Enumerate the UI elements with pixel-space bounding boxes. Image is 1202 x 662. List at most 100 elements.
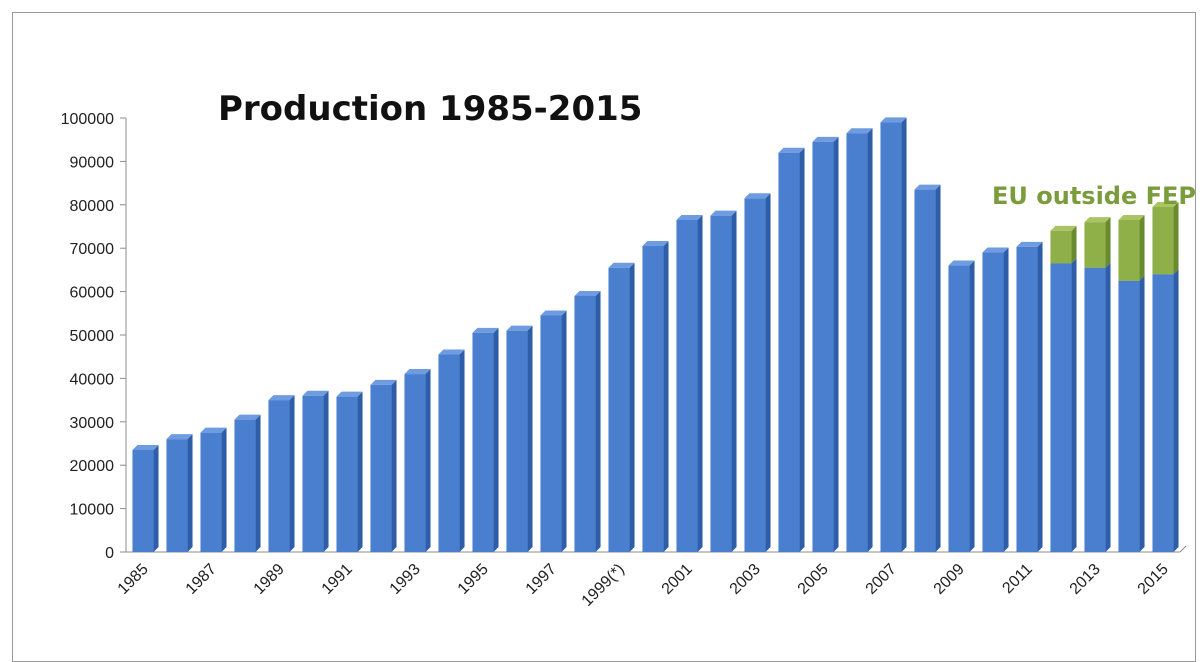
bar-side [935,184,941,553]
bar-side [561,310,567,552]
bar-side [425,369,431,552]
bar-top [1152,201,1179,207]
bar-side [595,290,601,552]
bar-top [574,290,601,296]
bar-top [268,395,295,401]
chart-title: Production 1985-2015 [218,89,642,129]
y-tick-label: 10000 [70,502,115,519]
bar-top [1084,217,1111,223]
bar-side [1173,269,1179,552]
y-axis: 0 10000 20000 30000 40000 50000 60000 70000 8000… [61,111,127,562]
x-tick-label: 2003 [727,561,764,598]
bar-side [357,391,363,552]
bar-top [540,310,567,316]
bar-side [187,434,193,552]
bar-production [1050,263,1072,552]
bar-production [404,374,426,552]
bar-side [799,147,805,552]
x-tick-label: 1997 [523,561,560,598]
x-tick-label: 1995 [455,561,492,598]
bars [132,117,1179,553]
bar-production [268,400,290,552]
bar-top [200,427,227,433]
bar-production [132,450,154,552]
x-tick-label: 1993 [387,561,424,598]
x-tick-label: 1987 [183,561,220,598]
bar-side [629,262,635,552]
bar-production [744,198,766,553]
y-tick-label: 70000 [70,241,115,258]
bar-production [778,152,800,552]
bar-production [914,189,936,553]
legend-eu-outside-fep: EU outside FEP [992,182,1196,210]
bar-production [642,246,664,552]
bar-top [370,379,397,385]
bar-production [608,267,630,552]
bar-top [778,147,805,153]
bar-top [404,369,431,375]
bar-side [323,390,329,552]
bar-side [221,427,227,552]
bar-side [833,136,839,552]
bar-side [1003,247,1009,553]
bar-production [574,295,596,552]
x-tick-label: 2001 [659,561,696,598]
bar-production [1016,246,1038,552]
x-tick-label: 1999(*) [579,561,628,610]
bar-top [302,390,329,396]
bar-top [982,247,1009,253]
bar-production [982,252,1004,553]
bar-side [527,325,533,552]
x-tick-label: 1991 [319,561,356,598]
bar-top [438,349,465,355]
bar-eu-outside-fep [1050,230,1072,264]
bar-eu-outside-fep [1118,219,1140,281]
bar-side [731,210,737,552]
bar-production [200,432,222,552]
bar-top [1118,214,1145,220]
bar-top [506,325,533,331]
bar-production [370,384,392,552]
bar-top [914,184,941,190]
bar-top [812,136,839,142]
y-tick-label: 20000 [70,458,115,475]
bar-top [608,262,635,268]
bar-top [676,214,703,220]
bar-side [1071,225,1077,264]
bar-top [234,414,261,420]
bar-production [438,354,460,552]
bar-production [234,419,256,552]
x-tick-label: 2015 [1135,561,1172,598]
bar-production [880,122,902,552]
y-tick-label: 50000 [70,328,115,345]
bar-top [336,391,363,397]
bar-side [1173,201,1179,275]
bar-production [1084,267,1106,552]
bar-side [153,445,159,552]
bar-production [166,439,188,552]
x-tick-label: 2009 [931,561,968,598]
bar-top [846,128,873,134]
bar-side [663,241,669,552]
bar-side [969,260,975,552]
bar-production [812,141,834,552]
bar-top [166,434,193,440]
bar-side [1105,217,1111,268]
x-tick-label: 2005 [795,561,832,598]
bar-production [540,315,562,552]
x-tick-label: 1989 [251,561,288,598]
bar-production [710,215,732,552]
y-tick-label: 100000 [61,111,114,128]
bar-top [132,445,159,451]
bar-production [948,265,970,552]
bar-top [472,327,499,333]
bar-production [676,219,698,553]
y-tick-label: 60000 [70,285,115,302]
bar-eu-outside-fep [1084,222,1106,268]
bar-production [506,330,528,552]
bar-side [901,117,907,552]
bar-top [744,193,771,199]
bar-side [391,379,397,552]
bar-top [1050,225,1077,231]
